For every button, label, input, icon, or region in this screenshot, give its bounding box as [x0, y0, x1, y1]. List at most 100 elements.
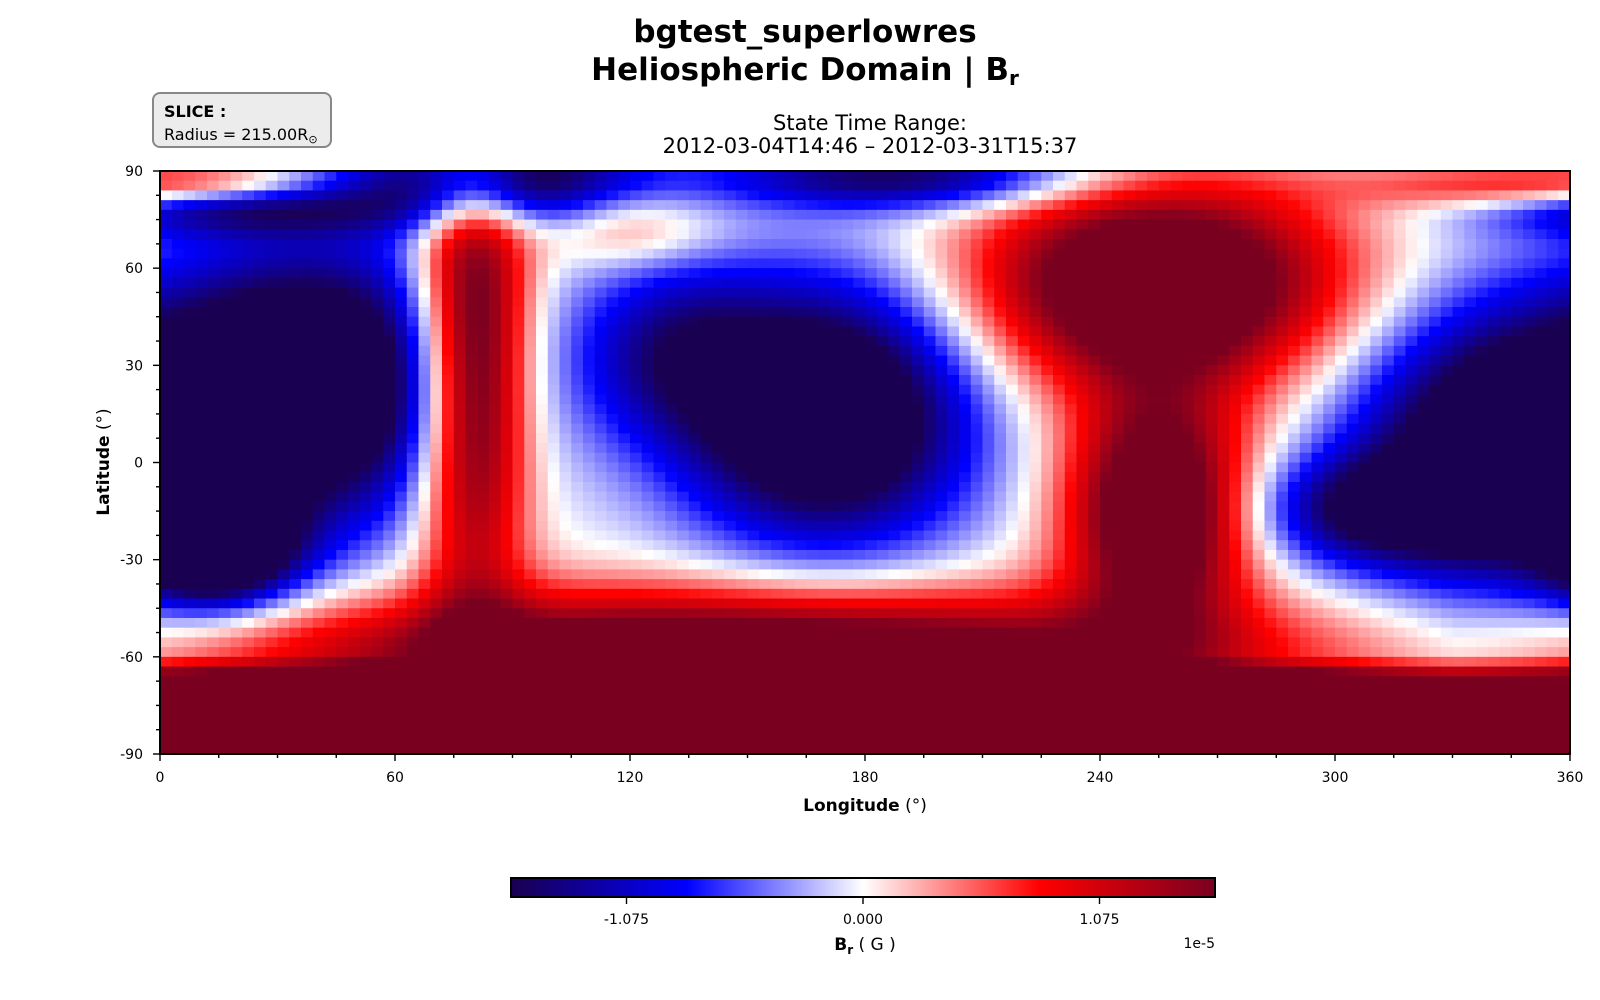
heatmap-cell — [900, 355, 913, 366]
heatmap-cell — [735, 433, 749, 444]
heatmap-cell — [242, 549, 255, 561]
heatmap-cell — [465, 443, 478, 454]
heatmap-cell — [1053, 287, 1066, 298]
heatmap-cell — [1476, 248, 1489, 260]
heatmap-cell — [912, 307, 925, 318]
heatmap-cell — [982, 190, 995, 201]
heatmap-cell — [1429, 511, 1442, 522]
heatmap-cell — [1417, 219, 1430, 230]
heatmap-cell — [1264, 171, 1277, 182]
heatmap-cell — [712, 384, 725, 396]
heatmap-cell — [312, 355, 326, 366]
heatmap-cell — [265, 219, 279, 230]
heatmap-cell — [371, 472, 384, 483]
heatmap-cell — [947, 277, 960, 289]
heatmap-cell — [818, 297, 831, 308]
heatmap-cell — [1076, 326, 1089, 337]
heatmap-cell — [348, 443, 361, 454]
heatmap-cell — [1123, 491, 1136, 502]
heatmap-cell — [500, 404, 514, 415]
heatmap-cell — [1041, 190, 1054, 201]
heatmap-cell — [1123, 530, 1136, 541]
heatmap-cell — [594, 404, 608, 415]
heatmap-cell — [453, 365, 467, 376]
heatmap-cell — [477, 569, 490, 580]
heatmap-cell — [1111, 345, 1125, 357]
heatmap-cell — [1053, 384, 1066, 396]
heatmap-cell — [935, 180, 948, 192]
heatmap-cell — [1229, 462, 1242, 473]
heatmap-cell — [665, 481, 678, 493]
heatmap-cell — [500, 569, 514, 580]
heatmap-cell — [559, 481, 572, 493]
heatmap-cell — [1182, 248, 1195, 260]
heatmap-cell — [430, 258, 443, 269]
heatmap-cell — [1405, 239, 1418, 250]
heatmap-cell — [489, 307, 502, 318]
heatmap-cell — [477, 365, 490, 376]
heatmap-cell — [1382, 171, 1395, 182]
heatmap-cell — [1053, 239, 1066, 250]
heatmap-cell — [1452, 501, 1465, 512]
heatmap-cell — [618, 413, 631, 425]
heatmap-cell — [383, 229, 396, 240]
heatmap-cell — [641, 384, 655, 396]
heatmap-cell — [782, 375, 796, 386]
heatmap-cell — [312, 433, 326, 444]
heatmap-cell — [1382, 433, 1395, 444]
heatmap-cell — [1476, 316, 1489, 328]
heatmap-cell — [912, 375, 925, 386]
heatmap-cell — [1335, 530, 1348, 541]
heatmap-cell — [641, 239, 655, 250]
heatmap-cell — [923, 287, 937, 298]
heatmap-cell — [841, 248, 854, 260]
heatmap-cell — [1358, 307, 1371, 318]
heatmap-cell — [289, 209, 302, 221]
heatmap-cell — [1241, 326, 1254, 337]
heatmap-cell — [1288, 336, 1301, 347]
heatmap-cell — [982, 336, 995, 347]
heatmap-cell — [653, 209, 666, 221]
heatmap-cell — [1429, 336, 1442, 347]
heatmap-cell — [1429, 229, 1442, 240]
heatmap-cell — [1523, 180, 1536, 192]
heatmap-cell — [195, 229, 208, 240]
heatmap-cell — [923, 209, 937, 221]
heatmap-cell — [1558, 248, 1571, 260]
heatmap-cell — [1405, 209, 1418, 221]
heatmap-cell — [195, 307, 208, 318]
heatmap-cell — [959, 297, 972, 308]
heatmap-cell — [1158, 462, 1172, 473]
heatmap-cell — [594, 297, 608, 308]
heatmap-cell — [1511, 277, 1524, 289]
heatmap-cell — [336, 501, 349, 512]
heatmap-cell — [865, 413, 878, 425]
heatmap-cell — [383, 423, 396, 434]
heatmap-cell — [1053, 549, 1066, 561]
heatmap-cell — [1076, 540, 1089, 551]
heatmap-cell — [1053, 200, 1066, 211]
heatmap-cell — [1523, 287, 1536, 298]
heatmap-cell — [583, 229, 596, 240]
heatmap-cell — [665, 404, 678, 415]
heatmap-cell — [512, 316, 525, 328]
heatmap-cell — [1534, 433, 1548, 444]
heatmap-cell — [207, 530, 220, 541]
heatmap-cell — [1041, 248, 1054, 260]
heatmap-cell — [982, 248, 995, 260]
heatmap-cell — [1064, 229, 1078, 240]
heatmap-cell — [348, 307, 361, 318]
heatmap-cell — [536, 239, 549, 250]
heatmap-cell — [841, 540, 854, 551]
heatmap-cell — [1229, 384, 1242, 396]
heatmap-cell — [1335, 287, 1348, 298]
heatmap-cell — [618, 394, 631, 405]
heatmap-cell — [1111, 268, 1125, 279]
heatmap-cell — [1229, 336, 1242, 347]
heatmap-cell — [712, 520, 725, 532]
heatmap-cell — [688, 268, 702, 279]
heatmap-cell — [160, 171, 173, 182]
heatmap-cell — [1241, 423, 1254, 434]
heatmap-cell — [935, 365, 948, 376]
heatmap-cell — [183, 530, 196, 541]
